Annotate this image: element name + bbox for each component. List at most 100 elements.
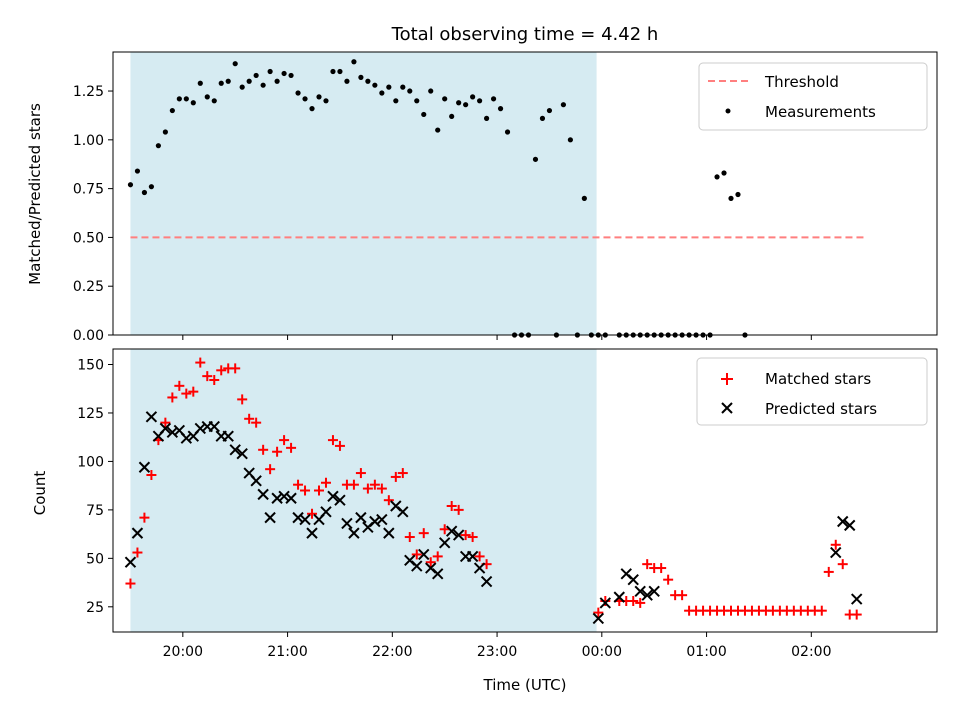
matched-star-point	[146, 469, 157, 480]
x-b	[411, 560, 423, 572]
predicted-star-point	[208, 420, 220, 433]
predicted-star-point	[830, 546, 842, 559]
ratio-panel: 0.00 0.25 0.50 0.75 1.00 1.25 Matched/Predict…	[26, 51, 938, 344]
measurement-point	[449, 113, 455, 120]
matched-star-point	[188, 386, 199, 397]
y-tick-label: 150	[77, 358, 104, 374]
ratio-y-label: Matched/Predicted stars	[26, 103, 44, 285]
x-b	[166, 426, 179, 439]
x-b	[383, 527, 395, 539]
x-b	[124, 556, 137, 568]
x-b	[641, 589, 653, 601]
x-b	[278, 490, 290, 503]
measurement-point	[490, 96, 497, 102]
matched-star-point	[663, 574, 674, 585]
x-b	[425, 562, 437, 574]
matched-star-point	[314, 485, 324, 496]
predicted-star-point	[285, 492, 297, 504]
y-tick-label: 25	[86, 600, 104, 616]
measurement-point	[260, 82, 266, 88]
observing-window-shade	[130, 52, 597, 335]
predicted-star-point	[627, 573, 639, 586]
x-b	[390, 500, 402, 512]
x-b	[173, 424, 186, 437]
matched-star-point	[823, 566, 834, 577]
measurement-point	[246, 78, 252, 84]
x-tick-label: 22:00	[372, 644, 412, 660]
y-tick-label: 0.25	[73, 279, 104, 295]
x-tick-label: 20:00	[163, 644, 203, 660]
matched-star-point	[160, 417, 171, 428]
x-b	[222, 430, 234, 442]
x-b	[418, 548, 430, 561]
predicted-star-point	[264, 511, 276, 524]
predicted-star-point	[445, 525, 458, 537]
x-b	[620, 568, 632, 580]
matched-star-point	[348, 479, 359, 490]
predicted-star-point	[837, 515, 849, 528]
measurement-point	[400, 84, 406, 90]
predicted-star-point	[355, 511, 367, 524]
x-b	[236, 447, 248, 460]
measurement-point	[379, 90, 385, 96]
predicted-star-point	[166, 426, 179, 439]
measurement-point	[232, 61, 238, 67]
y-tick-label: 0.50	[73, 230, 104, 246]
x-b	[438, 537, 451, 549]
ratio-axis-ticks: 0.00 0.25 0.50 0.75 1.00 1.25	[73, 84, 812, 344]
measurement-point	[581, 195, 587, 201]
x-b	[131, 527, 144, 539]
matched-star-point	[327, 435, 338, 446]
measurement-point	[407, 88, 413, 94]
predicted-star-point	[250, 475, 262, 487]
x-b	[264, 511, 276, 524]
x-b	[243, 467, 255, 479]
matched-star-point	[453, 504, 464, 515]
measurement-point	[539, 115, 546, 121]
measurement-point	[330, 68, 336, 75]
predicted-star-point	[194, 422, 206, 435]
measurement-point	[344, 78, 350, 84]
predicted-star-point	[418, 548, 430, 561]
matched-star-point	[439, 524, 450, 535]
x-b	[257, 488, 269, 501]
predicted-star-point	[480, 575, 493, 588]
measurement-point	[190, 100, 196, 106]
predicted-star-point	[278, 490, 290, 503]
measurement-point	[428, 88, 434, 94]
predicted-legend-swatch	[721, 402, 733, 414]
matched-star-point	[258, 444, 269, 455]
predicted-star-point	[334, 494, 346, 506]
matched-legend-label: Matched stars	[765, 370, 871, 388]
predicted-star-point	[376, 513, 388, 526]
x-b	[613, 591, 625, 603]
measurement-point	[197, 80, 203, 86]
matched-star-point	[851, 609, 862, 620]
measurement-point	[567, 137, 573, 143]
matched-star-point	[355, 468, 366, 479]
predicted-star-point	[299, 513, 311, 526]
x-b	[327, 490, 339, 503]
matched-star-point	[244, 413, 255, 424]
x-b	[306, 527, 318, 539]
x-b	[627, 573, 639, 586]
measurement-point	[351, 59, 357, 65]
x-b	[285, 492, 297, 504]
x-b	[299, 513, 311, 526]
matched-star-point	[272, 446, 283, 457]
predicted-star-point	[131, 527, 144, 539]
predicted-star-point	[850, 593, 863, 605]
threshold-legend-label: Threshold	[764, 73, 839, 91]
matched-star-point	[195, 357, 206, 368]
x-b	[180, 432, 193, 444]
matched-star-point	[600, 595, 611, 606]
predicted-star-point	[466, 550, 479, 563]
matched-star-point	[390, 471, 401, 482]
x-b	[159, 422, 172, 435]
x-b	[592, 612, 605, 625]
measurement-point	[169, 107, 175, 114]
y-tick-label: 1.00	[73, 133, 104, 149]
predicted-stars-points	[124, 411, 863, 625]
x-b	[320, 506, 332, 518]
matched-star-point	[230, 363, 241, 374]
